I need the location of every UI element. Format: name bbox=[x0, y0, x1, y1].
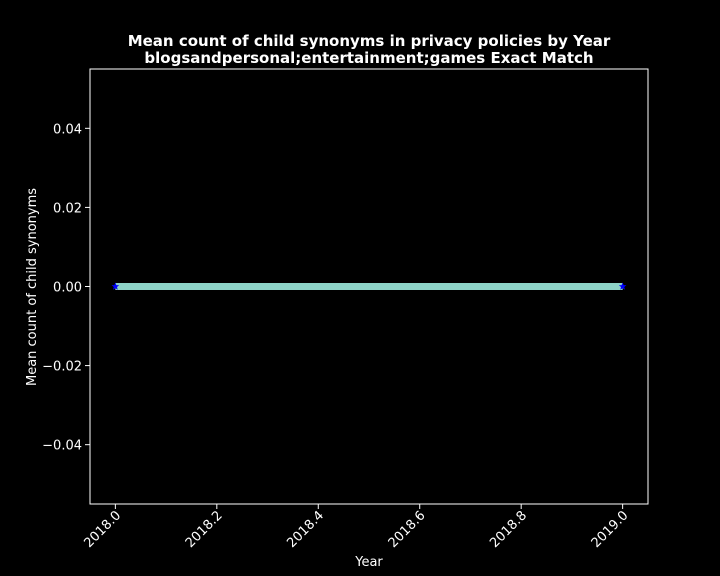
y-tick-label: 0.04 bbox=[53, 122, 82, 137]
axes-frame bbox=[89, 68, 649, 505]
plot-area bbox=[111, 282, 627, 290]
y-tick-label: 0.00 bbox=[53, 281, 82, 296]
data-point-marker bbox=[618, 282, 627, 290]
y-axis-ticks: −0.04 −0.02 0.00 0.02 0.04 bbox=[42, 122, 90, 454]
y-tick-label: −0.04 bbox=[42, 439, 82, 454]
x-axis-label: Year bbox=[354, 555, 383, 570]
y-tick-label: −0.02 bbox=[42, 360, 82, 375]
data-point-marker bbox=[111, 282, 120, 290]
y-tick-label: 0.02 bbox=[53, 201, 82, 216]
chart-title-line-1: Mean count of child synonyms in privacy … bbox=[128, 32, 611, 50]
chart-title-line-2: blogsandpersonal;entertainment;games Exa… bbox=[144, 49, 593, 67]
y-axis-label: Mean count of child synonyms bbox=[25, 188, 40, 386]
